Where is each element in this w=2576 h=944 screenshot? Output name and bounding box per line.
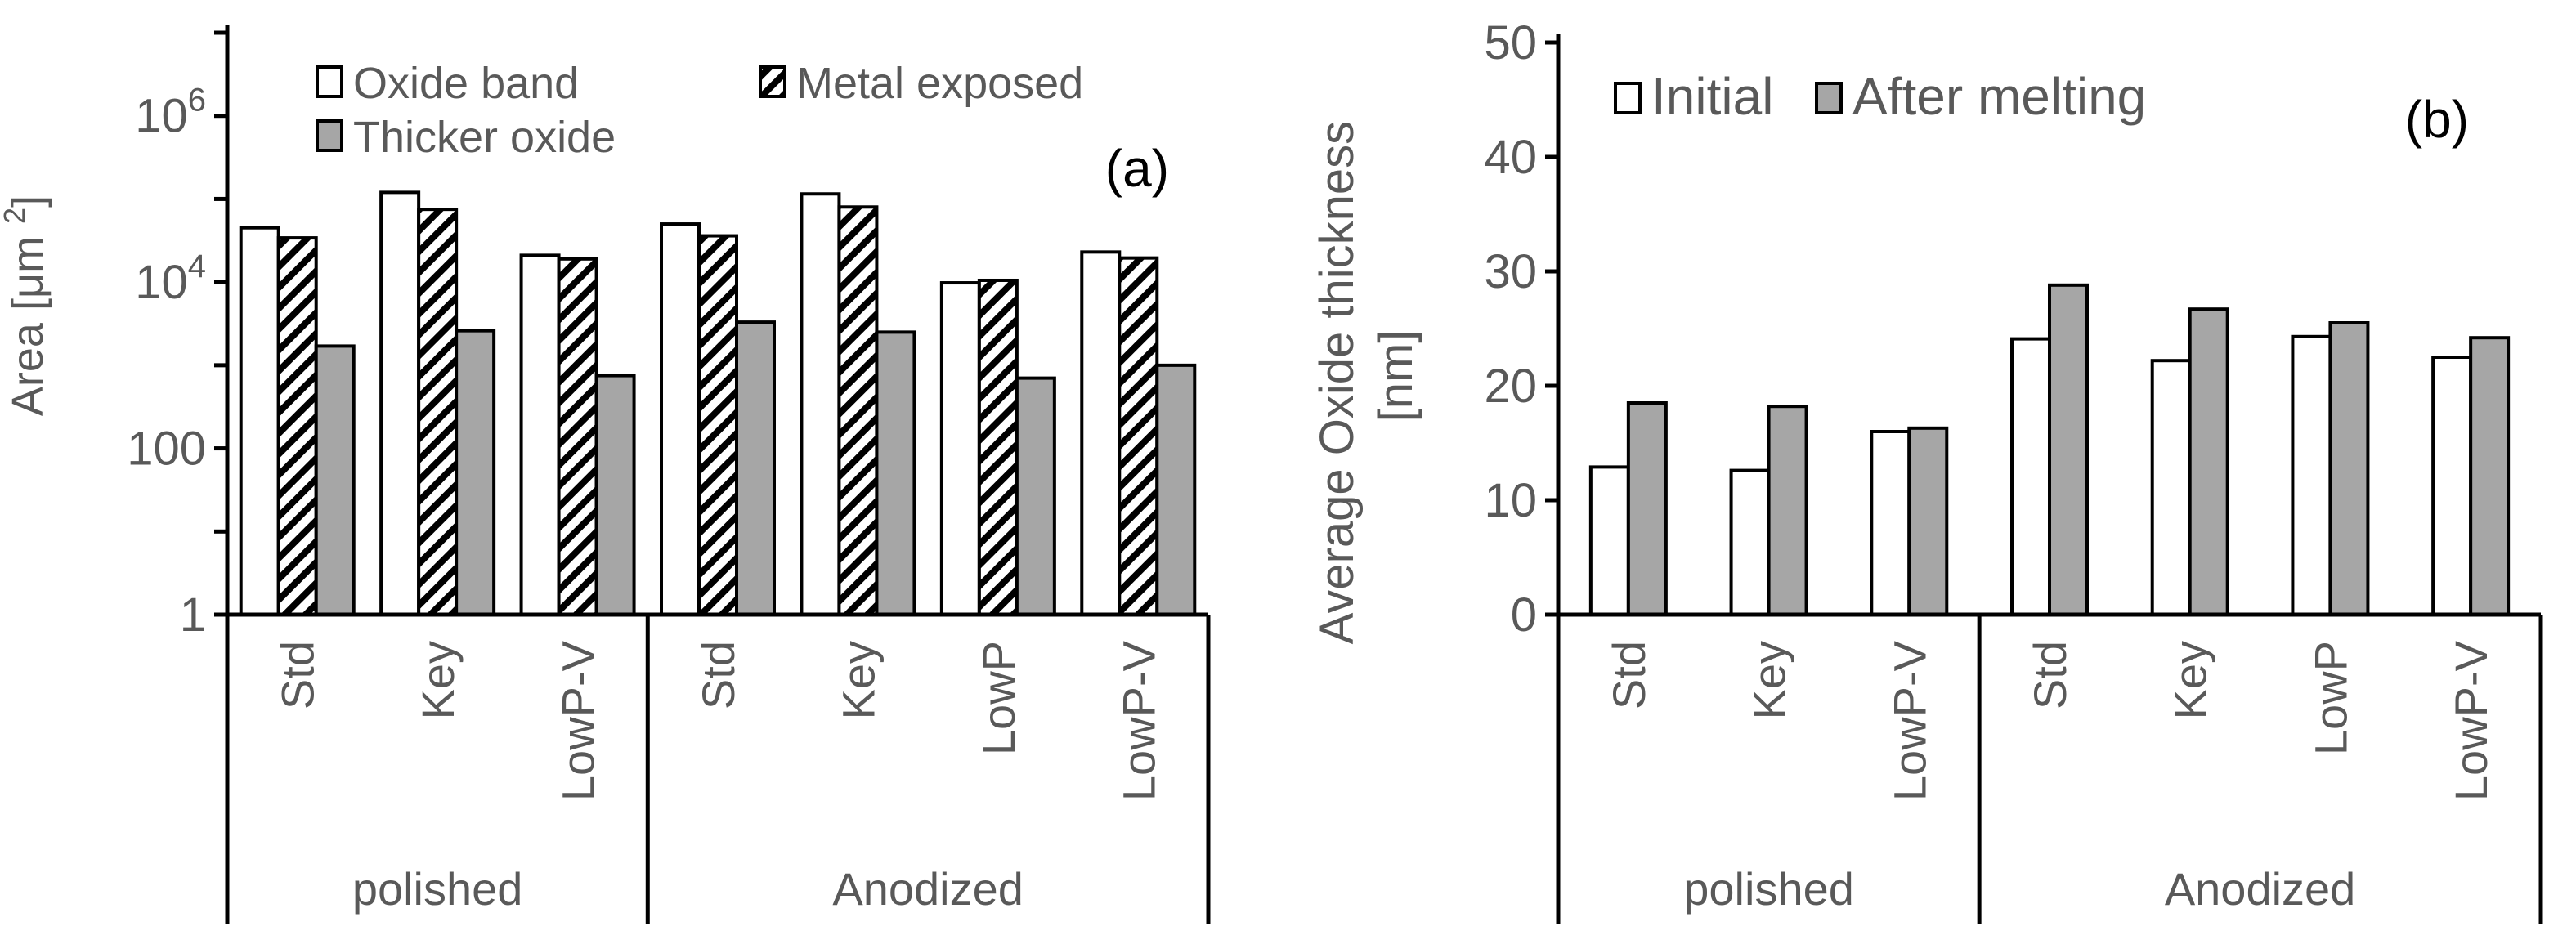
a-y-tick-label-exponent: 6: [188, 83, 206, 119]
chart-b: polished Anodized Std Key LowP-V Std Key LowP Lo…: [1310, 16, 2543, 924]
a-legend-swatch-1: [759, 65, 786, 98]
a-bar-thicker-oxide-6: [1155, 363, 1197, 616]
a-x-tick-label-2: LowP-V: [553, 640, 604, 801]
a-bar-metal-exposed-4: [837, 205, 879, 616]
chart-a-axes: polished Anodized Std Key LowP-V Std Key LowP Lo…: [127, 25, 1211, 924]
a-bar-oxide-band-5: [939, 281, 981, 616]
b-bar-after-melting-4: [2188, 307, 2229, 616]
chart-b-y-axis-title-line-1: Average Oxide thickness: [1310, 121, 1364, 645]
chart-a-y-axis-title-rest: ]: [3, 195, 52, 208]
a-bar-metal-exposed-6: [1118, 256, 1159, 616]
b-group-label-0: polished: [1683, 863, 1854, 915]
b-group-label-1: Anodized: [2165, 863, 2356, 915]
a-bar-thicker-oxide-3: [735, 320, 776, 616]
a-bar-oxide-band-2: [519, 253, 561, 616]
a-x-tick-label-6: LowP-V: [1113, 640, 1164, 801]
b-bar-after-melting-0: [1626, 401, 1668, 616]
a-bar-oxide-band-4: [800, 192, 841, 616]
a-legend-label-1: Metal exposed: [796, 59, 1083, 108]
b-y-tick-label-0: 0: [1511, 588, 1537, 642]
b-bar-initial-1: [1729, 468, 1771, 616]
chart-b-axes: polished Anodized Std Key LowP-V Std Key LowP Lo…: [1484, 16, 2543, 924]
chart-a-panel-label: (a): [1105, 139, 1169, 198]
a-bar-oxide-band-3: [660, 222, 701, 616]
b-bar-initial-6: [2431, 356, 2473, 616]
a-bar-thicker-oxide-2: [594, 374, 636, 616]
b-y-tick-label-2: 20: [1484, 360, 1537, 413]
a-y-tick-label-1: 100: [127, 423, 206, 476]
a-x-tick-label-3: Std: [692, 641, 744, 709]
a-legend-swatch-2: [316, 119, 343, 152]
a-bar-metal-exposed-2: [557, 257, 598, 616]
b-x-tick-label-1: Key: [1744, 641, 1795, 720]
a-y-tick-label-0: 1: [180, 588, 206, 642]
b-bar-initial-4: [2150, 359, 2192, 616]
a-y-tick-label-3: 106: [135, 83, 206, 143]
chart-b-legend: Initial After melting: [1614, 67, 2146, 126]
b-legend-swatch-1: [1815, 82, 1843, 114]
b-bar-after-melting-3: [2048, 283, 2089, 616]
chart-a: polished Anodized Std Key LowP-V Std Key LowP Lo…: [0, 25, 1211, 924]
a-x-tick-label-1: Key: [412, 641, 464, 720]
b-x-tick-label-6: LowP-V: [2445, 640, 2497, 801]
chart-a-legend: Oxide band Metal exposed Thicker oxide: [316, 59, 1083, 162]
b-bar-after-melting-1: [1767, 405, 1808, 617]
b-bar-after-melting-5: [2328, 321, 2370, 616]
a-group-label-1: Anodized: [832, 863, 1024, 915]
b-bar-after-melting-6: [2469, 336, 2511, 616]
a-bar-metal-exposed-3: [697, 234, 738, 616]
a-bar-thicker-oxide-0: [314, 344, 356, 616]
a-bar-oxide-band-6: [1080, 250, 1122, 616]
b-bar-initial-5: [2291, 334, 2332, 616]
b-x-tick-label-2: LowP-V: [1884, 640, 1935, 801]
b-y-tick-label-4: 40: [1484, 131, 1537, 184]
b-legend-label-0: Initial: [1651, 67, 1773, 126]
a-group-label-0: polished: [352, 863, 523, 915]
a-bar-metal-exposed-5: [977, 278, 1019, 616]
a-y-tick-label-2: 104: [135, 248, 206, 309]
b-y-tick-label-1: 10: [1484, 474, 1537, 527]
a-y-tick-label-base: 10: [135, 90, 188, 143]
chart-a-bars: [239, 190, 1197, 617]
a-legend-swatch-0: [316, 65, 343, 98]
a-bar-metal-exposed-1: [417, 208, 459, 616]
b-bar-initial-3: [2010, 337, 2051, 616]
b-legend-swatch-0: [1614, 82, 1642, 114]
b-bar-initial-0: [1588, 465, 1630, 617]
a-legend-label-0: Oxide band: [353, 59, 579, 108]
chart-b-y-axis-title: Average Oxide thickness [nm]: [1310, 108, 1422, 645]
chart-b-y-axis-title-line-2: [nm]: [1369, 330, 1422, 423]
chart-a-y-axis-title-text: Area [μm: [3, 236, 52, 416]
a-x-tick-label-4: Key: [832, 641, 884, 720]
chart-b-panel-label: (b): [2405, 90, 2469, 149]
a-legend-label-2: Thicker oxide: [353, 113, 616, 162]
a-y-tick-label-exponent: 4: [188, 248, 206, 284]
a-x-tick-label-0: Std: [272, 641, 324, 709]
a-bar-oxide-band-1: [379, 190, 421, 617]
a-y-tick-label-base: 10: [135, 256, 188, 309]
b-x-tick-label-0: Std: [1603, 641, 1655, 709]
b-legend-label-1: After melting: [1852, 67, 2146, 126]
a-bar-metal-exposed-0: [276, 236, 318, 616]
a-bar-thicker-oxide-4: [875, 330, 916, 616]
a-bar-thicker-oxide-5: [1015, 376, 1056, 616]
chart-a-y-axis-title: Area [μm 2]: [0, 195, 52, 416]
chart-a-y-axis-title-superscript: 2: [0, 208, 31, 224]
a-bar-thicker-oxide-1: [455, 329, 496, 616]
b-bar-after-melting-2: [1907, 426, 1949, 616]
b-x-tick-label-3: Std: [2024, 641, 2076, 709]
a-bar-oxide-band-0: [239, 226, 280, 616]
b-bar-initial-2: [1870, 430, 1911, 616]
a-x-tick-label-5: LowP: [973, 641, 1024, 755]
b-y-tick-label-3: 30: [1484, 245, 1537, 298]
b-x-tick-label-4: Key: [2165, 641, 2216, 720]
b-y-tick-label-5: 50: [1484, 16, 1537, 69]
b-x-tick-label-5: LowP: [2305, 641, 2356, 755]
chart-b-bars: [1588, 283, 2511, 617]
